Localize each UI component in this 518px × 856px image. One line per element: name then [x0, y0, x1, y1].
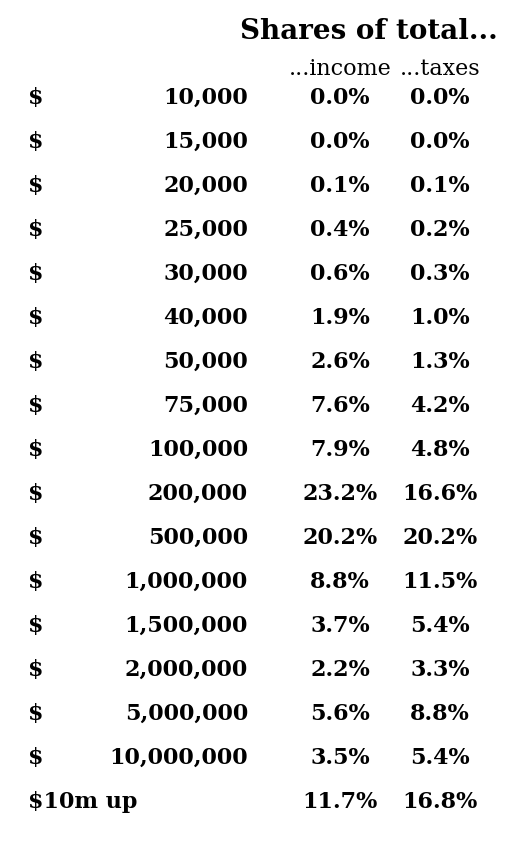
Text: 25,000: 25,000 [163, 219, 248, 241]
Text: 8.8%: 8.8% [310, 571, 370, 593]
Text: 5.4%: 5.4% [410, 615, 470, 637]
Text: 1,500,000: 1,500,000 [125, 615, 248, 637]
Text: 15,000: 15,000 [163, 131, 248, 153]
Text: $: $ [28, 307, 44, 329]
Text: 7.6%: 7.6% [310, 395, 370, 417]
Text: 75,000: 75,000 [163, 395, 248, 417]
Text: 0.0%: 0.0% [310, 131, 370, 153]
Text: $: $ [28, 659, 44, 681]
Text: $: $ [28, 395, 44, 417]
Text: 30,000: 30,000 [163, 263, 248, 285]
Text: 10,000: 10,000 [163, 87, 248, 109]
Text: 2.2%: 2.2% [310, 659, 370, 681]
Text: 2.6%: 2.6% [310, 351, 370, 373]
Text: 1.3%: 1.3% [410, 351, 470, 373]
Text: 16.6%: 16.6% [402, 483, 478, 505]
Text: 1.9%: 1.9% [310, 307, 370, 329]
Text: $: $ [28, 131, 44, 153]
Text: 1,000,000: 1,000,000 [125, 571, 248, 593]
Text: 0.0%: 0.0% [310, 87, 370, 109]
Text: 0.4%: 0.4% [310, 219, 370, 241]
Text: 200,000: 200,000 [148, 483, 248, 505]
Text: 10,000,000: 10,000,000 [109, 747, 248, 769]
Text: 1.0%: 1.0% [410, 307, 470, 329]
Text: 3.3%: 3.3% [410, 659, 470, 681]
Text: 4.8%: 4.8% [410, 439, 470, 461]
Text: 11.7%: 11.7% [303, 791, 378, 813]
Text: $: $ [28, 439, 44, 461]
Text: 0.1%: 0.1% [410, 175, 470, 197]
Text: $: $ [28, 175, 44, 197]
Text: 4.2%: 4.2% [410, 395, 470, 417]
Text: $: $ [28, 87, 44, 109]
Text: 0.6%: 0.6% [310, 263, 370, 285]
Text: $: $ [28, 615, 44, 637]
Text: 5.4%: 5.4% [410, 747, 470, 769]
Text: 16.8%: 16.8% [402, 791, 478, 813]
Text: $: $ [28, 483, 44, 505]
Text: 0.3%: 0.3% [410, 263, 470, 285]
Text: 0.1%: 0.1% [310, 175, 370, 197]
Text: 7.9%: 7.9% [310, 439, 370, 461]
Text: $: $ [28, 703, 44, 725]
Text: $: $ [28, 571, 44, 593]
Text: 20,000: 20,000 [163, 175, 248, 197]
Text: ...income: ...income [289, 58, 392, 80]
Text: $: $ [28, 351, 44, 373]
Text: $: $ [28, 527, 44, 549]
Text: 20.2%: 20.2% [303, 527, 378, 549]
Text: 11.5%: 11.5% [402, 571, 478, 593]
Text: 5.6%: 5.6% [310, 703, 370, 725]
Text: 23.2%: 23.2% [303, 483, 378, 505]
Text: 20.2%: 20.2% [402, 527, 478, 549]
Text: ...taxes: ...taxes [400, 58, 480, 80]
Text: 0.0%: 0.0% [410, 131, 470, 153]
Text: 8.8%: 8.8% [410, 703, 470, 725]
Text: 100,000: 100,000 [148, 439, 248, 461]
Text: 40,000: 40,000 [163, 307, 248, 329]
Text: $: $ [28, 219, 44, 241]
Text: $: $ [28, 263, 44, 285]
Text: 5,000,000: 5,000,000 [125, 703, 248, 725]
Text: $10m up: $10m up [28, 791, 137, 813]
Text: Shares of total...: Shares of total... [240, 18, 498, 45]
Text: 3.7%: 3.7% [310, 615, 370, 637]
Text: $: $ [28, 747, 44, 769]
Text: 2,000,000: 2,000,000 [125, 659, 248, 681]
Text: 50,000: 50,000 [163, 351, 248, 373]
Text: 3.5%: 3.5% [310, 747, 370, 769]
Text: 500,000: 500,000 [148, 527, 248, 549]
Text: 0.2%: 0.2% [410, 219, 470, 241]
Text: 0.0%: 0.0% [410, 87, 470, 109]
